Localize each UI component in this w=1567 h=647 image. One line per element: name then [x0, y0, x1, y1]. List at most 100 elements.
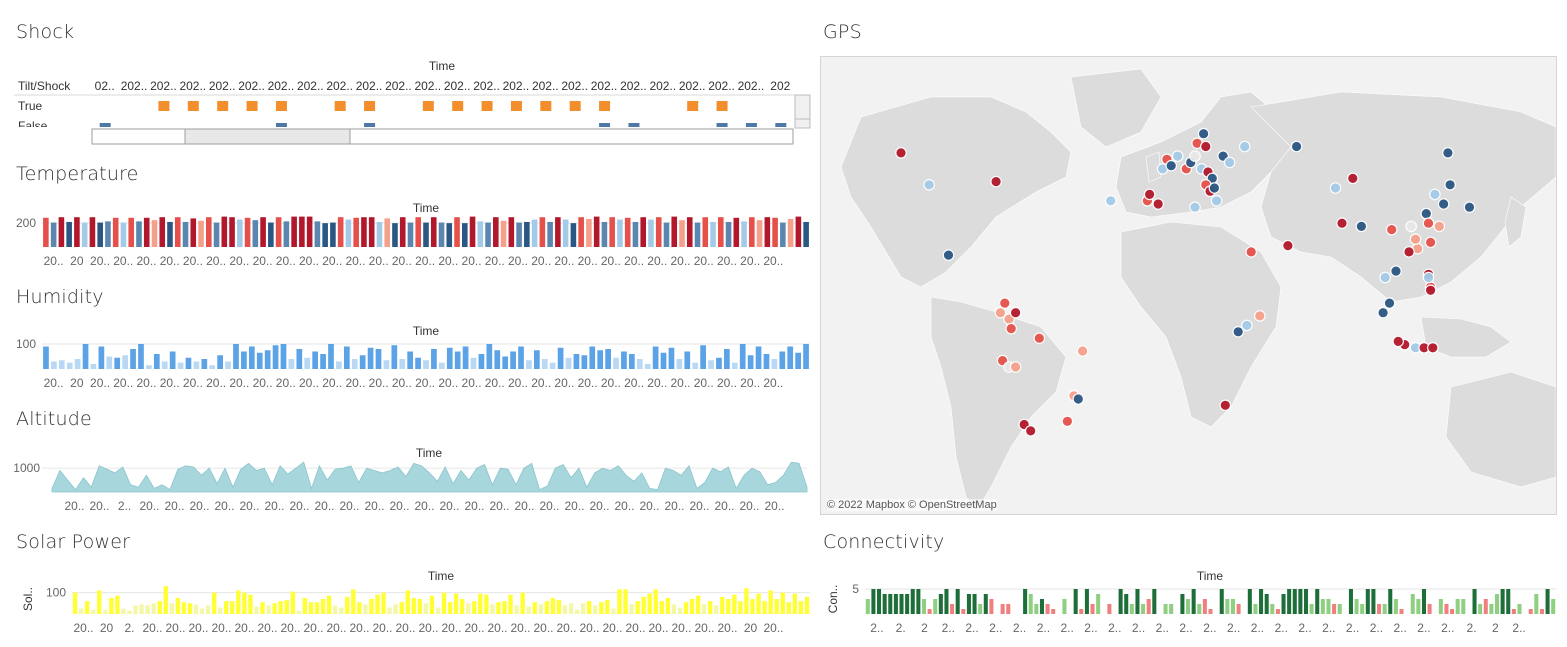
solar-bar: [580, 603, 586, 614]
gps-point[interactable]: [923, 179, 935, 191]
temperature-bar: [485, 222, 491, 247]
gps-point[interactable]: [1405, 220, 1417, 233]
gps-point[interactable]: [1424, 284, 1437, 297]
connectivity-bar: [989, 599, 994, 614]
gps-point[interactable]: [1437, 198, 1450, 210]
temperature-bar: [555, 217, 561, 247]
gps-points-layer[interactable]: [895, 127, 1476, 437]
gps-point[interactable]: [1442, 147, 1454, 159]
gps-point[interactable]: [990, 175, 1002, 188]
gps-point[interactable]: [1336, 217, 1348, 229]
gps-point[interactable]: [1143, 188, 1156, 201]
shock-true-mark: [217, 101, 229, 111]
gps-point[interactable]: [1061, 415, 1074, 428]
gps-point[interactable]: [1219, 399, 1232, 412]
temperature-bar: [198, 220, 204, 247]
temperature-bar: [244, 217, 251, 247]
gps-point[interactable]: [1009, 361, 1022, 373]
gps-point[interactable]: [1245, 246, 1257, 258]
temperature-bar: [221, 216, 228, 247]
gps-point[interactable]: [1426, 341, 1439, 354]
gps-point[interactable]: [1329, 182, 1342, 194]
gps-point[interactable]: [1076, 345, 1089, 357]
connectivity-bar: [1551, 599, 1556, 614]
gps-point[interactable]: [1152, 198, 1164, 210]
gps-point[interactable]: [1282, 239, 1294, 252]
temperature-bar: [306, 216, 313, 247]
connectivity-bar: [927, 609, 932, 614]
altitude-tick-label: 20..: [389, 499, 409, 513]
gps-point[interactable]: [1199, 140, 1212, 153]
gps-point[interactable]: [1444, 179, 1456, 191]
temperature-bar: [787, 218, 794, 247]
gps-point[interactable]: [1104, 195, 1117, 207]
gps-point[interactable]: [1072, 393, 1085, 405]
gps-point[interactable]: [1463, 201, 1476, 213]
gps-point[interactable]: [1422, 217, 1435, 229]
solar-bar: [677, 607, 683, 614]
solar-bar: [804, 596, 810, 614]
shock-tick-label: 202..: [268, 79, 295, 93]
connectivity-tick-label: 2..: [1370, 621, 1383, 635]
shock-false-mark: [745, 123, 757, 127]
gps-point[interactable]: [1379, 271, 1391, 284]
solar-bar: [230, 601, 235, 614]
gps-point[interactable]: [1223, 156, 1236, 169]
gps-point[interactable]: [1253, 310, 1266, 322]
altitude-time-axis-title: Time: [415, 446, 443, 460]
temperature-bar: [205, 217, 212, 247]
gps-point[interactable]: [1033, 332, 1046, 344]
solar-tick-label: 20..: [349, 621, 369, 635]
gps-point[interactable]: [1355, 220, 1368, 233]
gps-point[interactable]: [1024, 425, 1037, 437]
gps-point[interactable]: [942, 249, 955, 261]
gps-point[interactable]: [1409, 233, 1422, 245]
humidity-bar: [280, 344, 287, 369]
gps-point[interactable]: [1385, 223, 1398, 236]
shock-scrollbar-thumb[interactable]: [184, 128, 351, 145]
gps-point[interactable]: [1241, 319, 1253, 332]
gps-point[interactable]: [1238, 140, 1251, 153]
solar-bar: [369, 599, 374, 614]
gps-point[interactable]: [1424, 236, 1437, 249]
connectivity-bar: [1506, 589, 1511, 614]
humidity-bar: [304, 357, 311, 369]
gps-point[interactable]: [1005, 322, 1017, 335]
gps-point[interactable]: [1383, 297, 1396, 309]
gps-point[interactable]: [994, 306, 1007, 319]
gps-point[interactable]: [1189, 150, 1201, 162]
gps-map[interactable]: © 2022 Mapbox © OpenStreetMap: [820, 56, 1557, 515]
gps-point[interactable]: [1422, 271, 1435, 284]
gps-point[interactable]: [1009, 306, 1022, 319]
solar-bar: [599, 602, 604, 614]
gps-point[interactable]: [1210, 195, 1223, 207]
connectivity-bar: [1472, 589, 1477, 614]
world-map[interactable]: [821, 57, 1556, 514]
gps-point[interactable]: [999, 297, 1011, 309]
gps-point[interactable]: [895, 147, 907, 159]
humidity-tick-label: 20..: [763, 376, 783, 390]
gps-point[interactable]: [1171, 150, 1184, 162]
gps-point[interactable]: [1189, 201, 1201, 213]
solar-bar: [351, 589, 356, 614]
gps-point[interactable]: [1346, 172, 1359, 185]
gps-point[interactable]: [1232, 325, 1244, 338]
solar-bar: [339, 607, 344, 614]
gps-point[interactable]: [1403, 246, 1415, 258]
solar-tick-label: 20..: [234, 621, 254, 635]
gps-point[interactable]: [1165, 159, 1177, 172]
gps-point[interactable]: [1433, 220, 1446, 233]
temperature-bar: [516, 222, 522, 247]
gps-point[interactable]: [1208, 182, 1221, 194]
humidity-tick-label: 20..: [160, 376, 180, 390]
gps-point[interactable]: [1420, 207, 1433, 220]
gps-point[interactable]: [1290, 140, 1303, 153]
gps-point[interactable]: [1392, 335, 1404, 348]
connectivity-bar: [1163, 604, 1168, 614]
gps-point[interactable]: [1197, 127, 1210, 140]
altitude-tick-label: 20..: [639, 499, 659, 513]
gps-point[interactable]: [1390, 265, 1402, 277]
gps-point[interactable]: [1429, 188, 1441, 201]
gps-point[interactable]: [1377, 306, 1389, 319]
connectivity-tick-label: 2..: [1037, 621, 1050, 635]
